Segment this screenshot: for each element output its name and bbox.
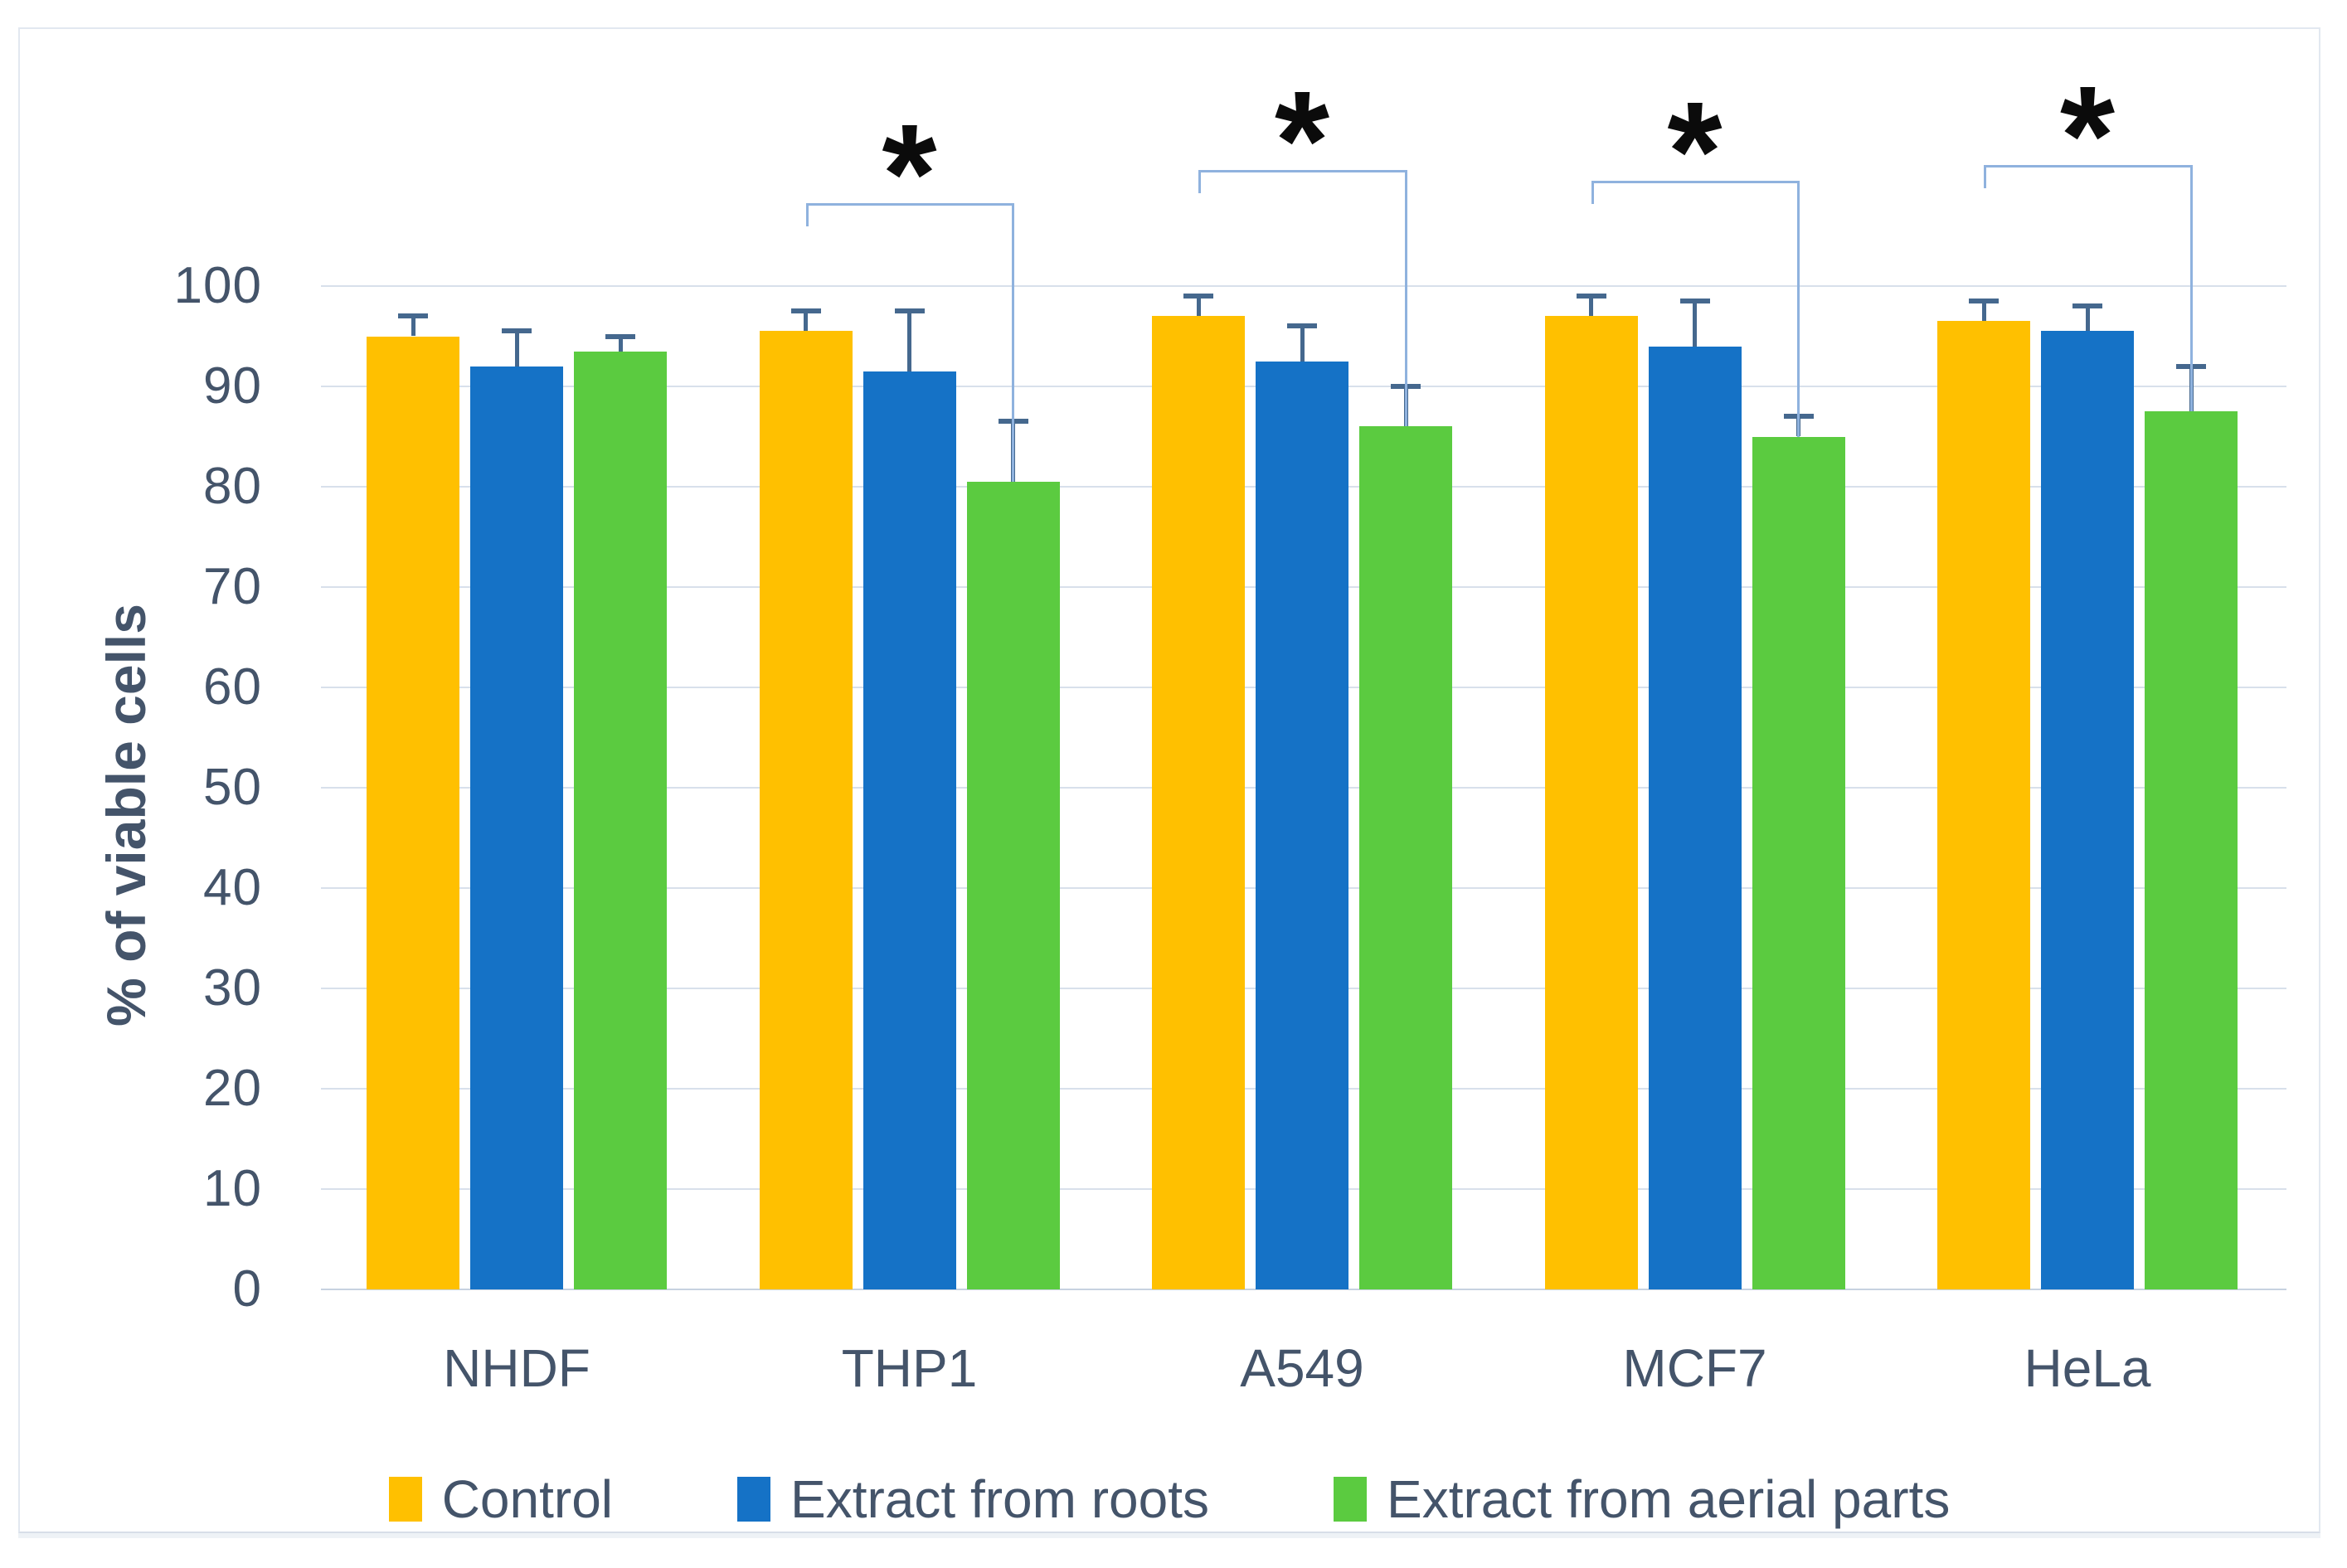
legend-swatch [1334, 1477, 1367, 1522]
category-label-mcf7: MCF7 [1622, 1338, 1767, 1398]
y-tick-label: 20 [203, 1060, 262, 1117]
significance-bracket-left-tick [805, 203, 809, 226]
error-bar-cap [1969, 299, 1999, 304]
y-tick-label: 10 [203, 1160, 262, 1217]
bar-A549-extract-from-roots [1256, 361, 1348, 1289]
bar-THP1-control [759, 331, 853, 1289]
bar-MCF7-extract-from-aerial-parts [1752, 436, 1845, 1289]
y-tick-label: 30 [203, 959, 262, 1017]
y-tick-label: 60 [203, 658, 262, 716]
error-bar-cap [398, 313, 428, 319]
category-label-hela: HeLa [2024, 1338, 2151, 1398]
y-tick-label: 70 [203, 558, 262, 615]
bar-NHDF-extract-from-aerial-parts [574, 351, 667, 1289]
bar-A549-control [1152, 316, 1245, 1289]
error-bar-cap [1287, 323, 1317, 329]
legend-label: Control [441, 1469, 613, 1529]
y-tick-label: 90 [203, 357, 262, 415]
chart-plot-frame: % of viable cells 0 10 20 30 40 50 60 70 80 90 100… [18, 27, 2320, 1533]
legend-label: Extract from aerial parts [1387, 1469, 1951, 1529]
legend-swatch [388, 1477, 422, 1522]
error-bar-whisker [618, 336, 623, 352]
category-label-nhdf: NHDF [443, 1338, 590, 1398]
gridline [321, 285, 2286, 287]
category-label-a549: A549 [1240, 1338, 1364, 1398]
error-bar-whisker [514, 331, 519, 367]
legend-item-extract-from-roots: Extract from roots [737, 1468, 1209, 1530]
error-bar-whisker [1589, 296, 1593, 317]
significance-bracket-right-drop [2189, 165, 2193, 412]
significance-bracket-horizontal [1198, 170, 1406, 172]
significance-asterisk: * [1667, 73, 1723, 231]
error-bar-whisker [2085, 306, 2090, 332]
bar-THP1-extract-from-roots [863, 371, 956, 1289]
significance-asterisk: * [1274, 62, 1330, 220]
legend-label: Extract from roots [790, 1469, 1209, 1529]
significance-bracket-horizontal [1591, 181, 1799, 183]
error-bar-cap [1576, 294, 1606, 299]
error-bar-whisker [411, 316, 415, 337]
y-tick-label: 100 [173, 257, 262, 314]
bar-HeLa-extract-from-roots [2041, 331, 2134, 1289]
y-tick-label: 0 [232, 1260, 262, 1318]
category-label-thp1: THP1 [841, 1338, 978, 1398]
bar-A549-extract-from-aerial-parts [1359, 426, 1452, 1289]
error-bar-cap [502, 328, 532, 334]
significance-bracket-horizontal [805, 203, 1013, 206]
error-bar-cap [894, 308, 925, 314]
bar-NHDF-control [367, 336, 459, 1289]
y-tick-label: 80 [203, 458, 262, 515]
significance-bracket-right-drop [1404, 170, 1407, 427]
legend-swatch [737, 1477, 770, 1522]
legend-item-extract-from-aerial-parts: Extract from aerial parts [1334, 1468, 1950, 1530]
chart-legend: Control Extract from roots Extract from ae… [20, 1468, 2319, 1530]
significance-asterisk: * [2059, 57, 2116, 215]
error-bar-cap [2072, 303, 2102, 309]
y-tick-label: 50 [203, 759, 262, 816]
x-axis-line [321, 1289, 2286, 1290]
significance-bracket-left-tick [1198, 170, 1201, 193]
error-bar-whisker [1300, 326, 1305, 362]
bar-NHDF-extract-from-roots [470, 366, 563, 1289]
error-bar-cap [790, 308, 821, 314]
error-bar-cap [605, 333, 635, 339]
significance-bracket-left-tick [1984, 165, 1986, 188]
error-bar-whisker [804, 311, 808, 332]
bar-MCF7-extract-from-roots [1648, 346, 1742, 1289]
y-tick-label: 40 [203, 859, 262, 916]
significance-bracket-right-drop [1012, 203, 1014, 482]
error-bar-cap [1183, 294, 1213, 299]
bar-HeLa-control [1937, 321, 2030, 1289]
significance-asterisk: * [882, 95, 937, 253]
significance-bracket-left-tick [1591, 181, 1594, 204]
significance-bracket-horizontal [1984, 165, 2191, 167]
bar-MCF7-control [1544, 316, 1638, 1289]
legend-item-control: Control [388, 1468, 613, 1530]
error-bar-cap [1679, 299, 1710, 304]
bar-HeLa-extract-from-aerial-parts [2145, 411, 2238, 1289]
error-bar-whisker [1981, 301, 1986, 322]
error-bar-whisker [1196, 296, 1201, 317]
error-bar-whisker [1693, 301, 1697, 347]
significance-bracket-right-drop [1797, 181, 1800, 437]
error-bar-whisker [907, 311, 911, 371]
bar-THP1-extract-from-aerial-parts [966, 481, 1060, 1289]
